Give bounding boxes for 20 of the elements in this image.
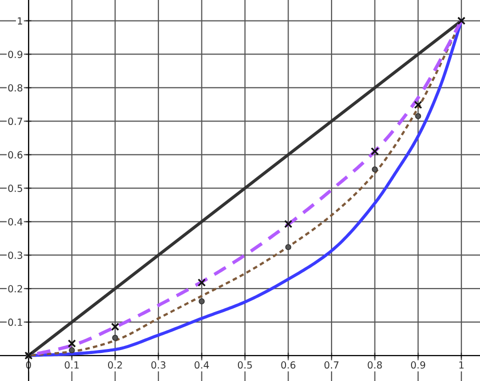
y-tick-label: 0.3 [8, 252, 22, 259]
x-tick-label: 1 [459, 361, 464, 368]
y-tick-label: 1 [18, 17, 22, 24]
y-tick-label: 0.9 [8, 50, 22, 58]
y-tick-label: 0.6 [8, 151, 22, 159]
x-tick-label: 0.8 [368, 361, 382, 369]
x-tick-label: 0.3 [151, 361, 166, 369]
y-tick-label: 0.2 [8, 285, 22, 292]
x-tick-label: 0.4 [194, 361, 209, 369]
y-tick-label: 0.8 [8, 84, 22, 92]
x-tick-label: 0.2 [108, 361, 122, 369]
y-tick-label: 0.1 [8, 318, 22, 326]
x-tick-label: 0.6 [281, 361, 296, 369]
y-tick-label: 0.4 [8, 218, 22, 226]
x-tick-label: 0.5 [238, 361, 252, 369]
y-tick-label: 0.7 [8, 118, 22, 126]
y-tick-label: 0.5 [8, 184, 22, 192]
x-tick-label: 0.9 [411, 361, 426, 369]
x-tick-label: 0.1 [64, 361, 79, 369]
x-tick-label: 0.7 [324, 361, 338, 369]
